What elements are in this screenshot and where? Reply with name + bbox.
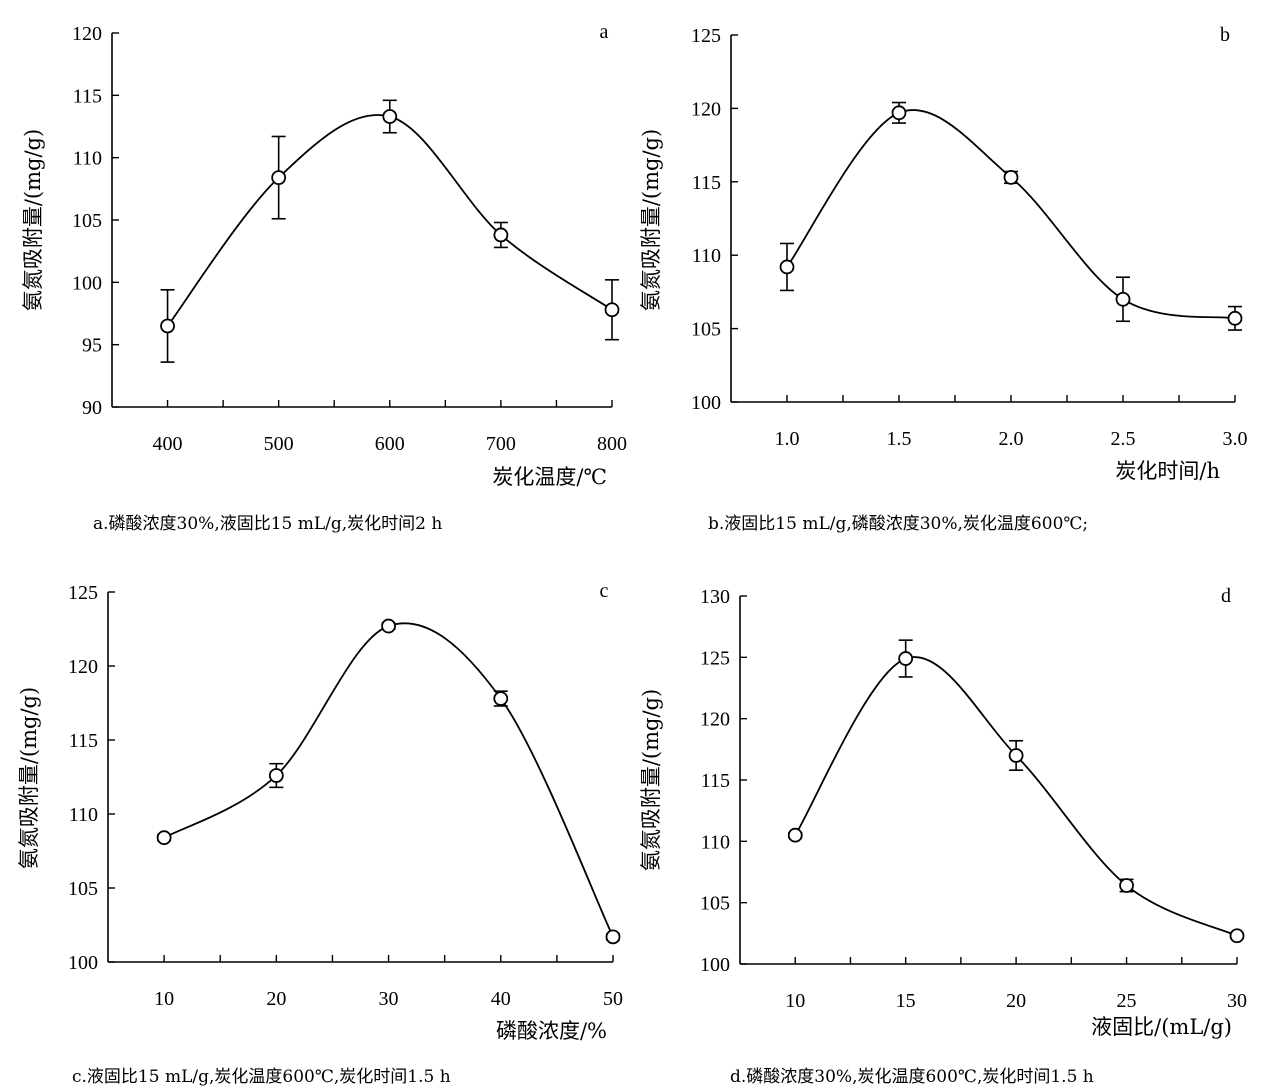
y-tick-label: 105 [68, 878, 98, 900]
panel-letter: c [600, 580, 609, 602]
data-point [1229, 928, 1245, 944]
y-axis-label: 氨氮吸附量/(mg/g) [17, 687, 41, 869]
y-axis-label: 氨氮吸附量/(mg/g) [21, 129, 45, 311]
x-tick-label: 30 [1227, 990, 1247, 1012]
y-tick-label: 120 [72, 23, 102, 45]
y-tick-label: 100 [68, 952, 98, 974]
y-tick-label: 110 [69, 804, 98, 826]
x-tick-label: 600 [375, 433, 405, 455]
panel-caption: a.磷酸浓度30%,液固比15 mL/g,炭化时间2 h [93, 514, 442, 534]
series-line [794, 656, 1238, 937]
x-tick-label: 15 [896, 990, 916, 1012]
panel-caption: d.磷酸浓度30%,炭化温度600℃,炭化时间1.5 h [730, 1067, 1094, 1087]
y-tick-label: 90 [82, 397, 102, 419]
y-tick-label: 130 [700, 586, 730, 608]
y-axis-label: 氨氮吸附量/(mg/g) [639, 689, 663, 871]
data-point [891, 105, 907, 121]
y-tick-label: 105 [72, 210, 102, 232]
panel-caption: c.液固比15 mL/g,炭化温度600℃,炭化时间1.5 h [72, 1067, 451, 1087]
data-point [604, 302, 620, 318]
x-tick-label: 1.5 [887, 428, 912, 450]
x-tick-label: 10 [785, 990, 805, 1012]
series-line [166, 114, 613, 327]
data-point [493, 227, 509, 243]
data-point [605, 929, 621, 945]
x-tick-label: 40 [491, 988, 511, 1010]
y-tick-label: 120 [68, 656, 98, 678]
data-point [1008, 748, 1024, 763]
y-tick-label: 100 [700, 954, 730, 976]
x-tick-label: 2.5 [1111, 428, 1136, 450]
x-tick-label: 20 [266, 988, 286, 1010]
y-tick-label: 125 [700, 647, 730, 669]
y-tick-label: 120 [691, 98, 721, 120]
panel-letter: a [600, 21, 609, 43]
data-point [493, 691, 509, 706]
y-tick-label: 120 [700, 709, 730, 731]
y-tick-label: 105 [700, 893, 730, 915]
panel-d: 100 105 110 115 120 125 130 10 15 20 25 30 氨氮吸附量/(mg… [639, 585, 1247, 1087]
y-tick-label: 100 [691, 392, 721, 414]
x-tick-label: 20 [1006, 990, 1026, 1012]
y-tick-label: 115 [69, 730, 98, 752]
y-tick-label: 110 [701, 831, 730, 853]
y-tick-label: 110 [692, 245, 721, 267]
data-point [268, 768, 284, 783]
data-point [898, 651, 914, 666]
data-point [381, 618, 396, 634]
y-tick-label: 125 [68, 582, 98, 604]
panel-c: 100 105 110 115 120 125 10 20 30 40 50 氨氮吸附量/(mg/g)… [17, 580, 623, 1087]
x-axis-label: 炭化温度/℃ [492, 465, 607, 489]
y-tick-label: 100 [72, 272, 102, 294]
data-point [1115, 291, 1131, 307]
data-point [382, 109, 398, 124]
data-point [1227, 310, 1243, 326]
x-tick-label: 3.0 [1223, 428, 1248, 450]
data-point [1003, 169, 1019, 185]
x-axis-label: 磷酸浓度/% [496, 1019, 607, 1043]
panel-a: 90 95 100 105 110 115 120 400 500 600 700 800 氨氮吸附量/… [21, 21, 627, 534]
x-tick-label: 10 [154, 988, 174, 1010]
panel-caption: b.液固比15 mL/g,磷酸浓度30%,炭化温度600℃; [708, 514, 1088, 534]
x-tick-label: 2.0 [999, 428, 1024, 450]
panel-b: 100 105 110 115 120 125 1.0 1.5 2.0 2.5 3.0 氨氮吸附量/(… [639, 24, 1248, 534]
x-tick-label: 400 [153, 433, 183, 455]
data-point [156, 830, 172, 846]
data-point [160, 318, 175, 334]
x-tick-label: 700 [486, 433, 516, 455]
panel-letter: d [1221, 585, 1231, 607]
x-tick-label: 500 [264, 433, 294, 455]
x-tick-label: 30 [379, 988, 399, 1010]
y-tick-label: 110 [73, 148, 102, 170]
y-tick-label: 125 [691, 25, 721, 47]
series-line [786, 109, 1236, 320]
data-point [779, 259, 795, 275]
x-axis-label: 液固比/(mL/g) [1091, 1015, 1232, 1039]
data-point [1119, 878, 1134, 893]
y-tick-label: 115 [73, 85, 102, 107]
y-tick-label: 115 [692, 172, 721, 194]
x-tick-label: 50 [603, 988, 623, 1010]
y-tick-label: 95 [82, 335, 102, 357]
x-axis-label: 炭化时间/h [1115, 459, 1220, 483]
data-point [271, 170, 287, 186]
x-tick-label: 25 [1117, 990, 1137, 1012]
y-tick-label: 115 [701, 770, 730, 792]
y-tick-label: 105 [691, 319, 721, 341]
y-axis-label: 氨氮吸附量/(mg/g) [639, 129, 663, 311]
x-tick-label: 800 [597, 433, 627, 455]
data-point [787, 827, 803, 843]
panel-letter: b [1220, 24, 1230, 46]
series-line [163, 622, 614, 938]
x-tick-label: 1.0 [775, 428, 800, 450]
